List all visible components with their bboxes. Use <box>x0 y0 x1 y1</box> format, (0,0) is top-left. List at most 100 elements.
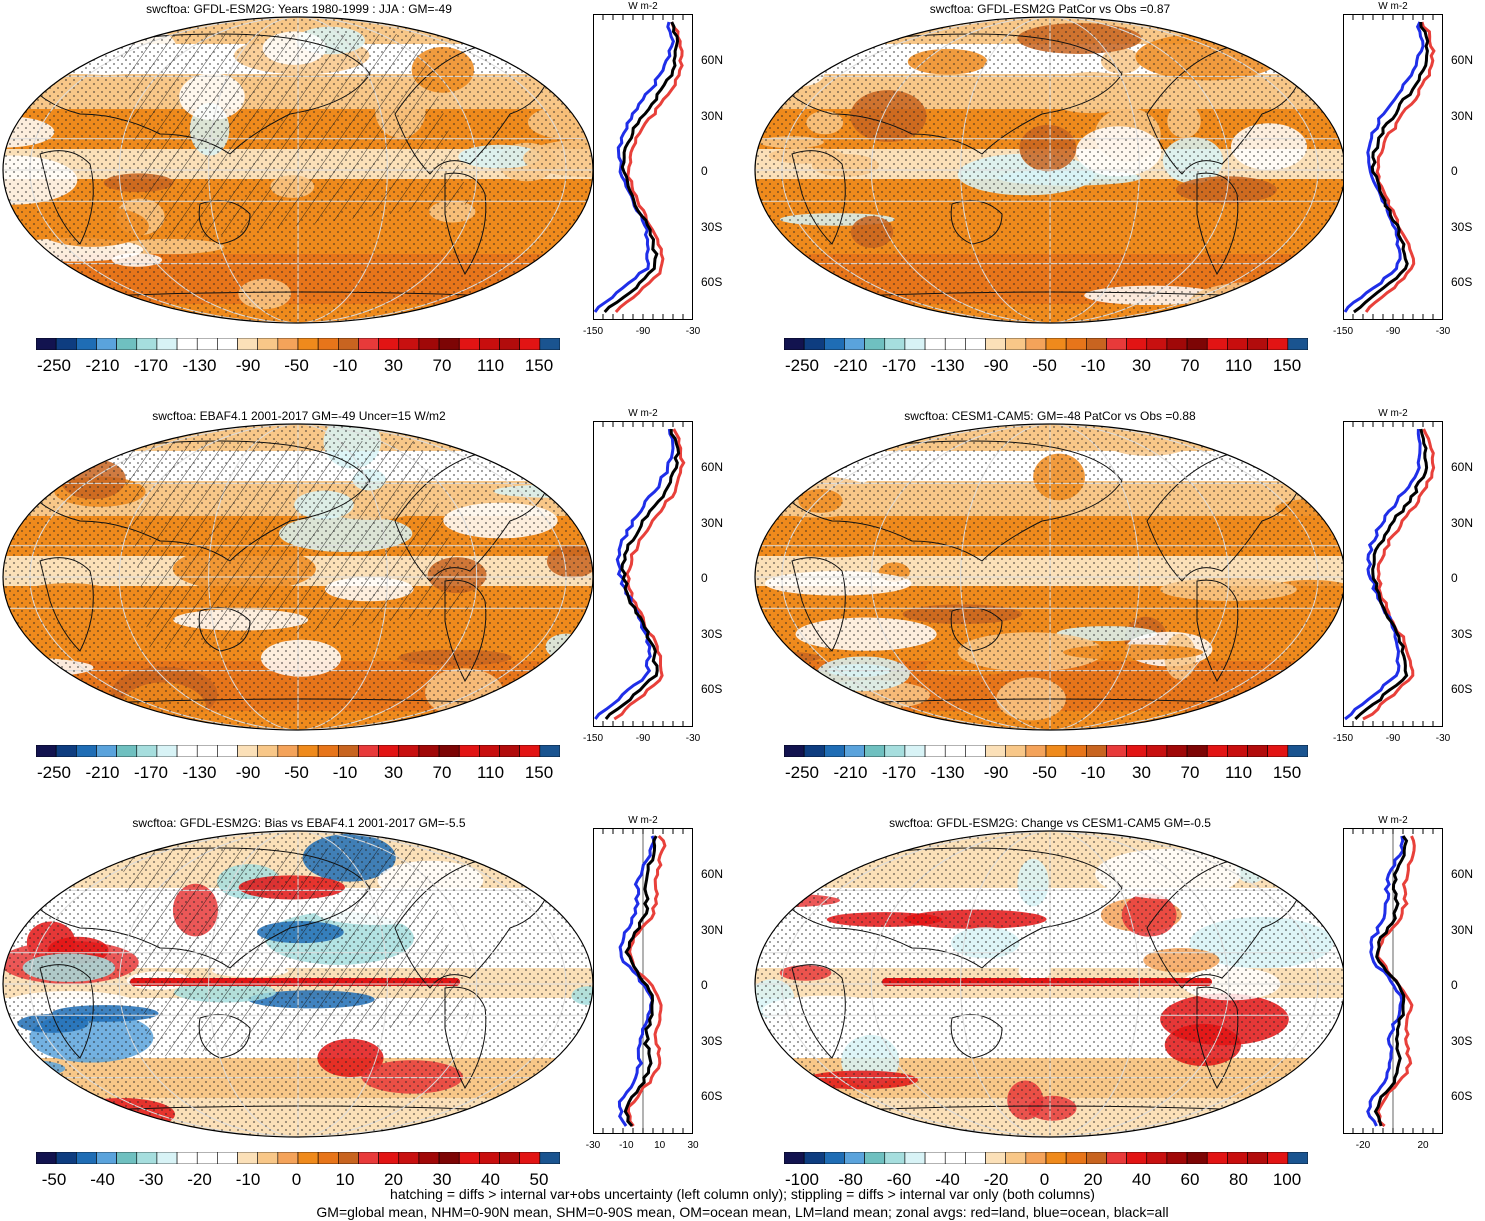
colorbar-label: -250 <box>36 356 72 375</box>
colorbar-swatch <box>196 745 218 757</box>
zonal-svg <box>593 421 693 727</box>
panel-title: swcftoa: GFDL-ESM2G: Bias vs EBAF4.1 200… <box>132 816 466 830</box>
colorbar-swatch <box>784 338 805 350</box>
colorbar-swatch <box>1045 1152 1067 1164</box>
zonal-ocean-line <box>1344 428 1422 721</box>
zonal-frame <box>593 421 693 727</box>
colorbar-swatch <box>803 338 825 350</box>
colorbar-swatch <box>1206 338 1228 350</box>
colorbar-label: 150 <box>524 356 554 375</box>
field-blob <box>1243 1098 1345 1120</box>
colorbar-label: 110 <box>476 356 505 375</box>
colorbar-swatch <box>378 745 400 757</box>
colorbar-swatch <box>418 338 440 350</box>
colorbar-label: 70 <box>1180 356 1200 375</box>
colorbar-label: -50 <box>284 356 309 375</box>
colorbar-swatch <box>924 338 946 350</box>
stippling <box>755 424 1345 730</box>
zonal-all-line <box>603 21 680 314</box>
colorbar-labels: -250 -210 -170 -130 -90 -50 -10 30 70 110 150 <box>36 763 560 787</box>
map-svg <box>2 830 594 1138</box>
field-blob <box>515 456 593 472</box>
zonal-x-tick-label: -90 <box>1385 326 1401 337</box>
colorbar-label: -90 <box>235 763 261 782</box>
colorbar-label: -250 <box>784 356 820 375</box>
field-blob <box>763 17 852 51</box>
colorbar-swatch <box>1025 745 1047 757</box>
colorbar-swatch <box>924 1152 946 1164</box>
colorbar-label: -170 <box>133 763 169 782</box>
colorbar-labels: -250 -210 -170 -130 -90 -50 -10 30 70 110 150 <box>36 356 560 380</box>
colorbar-swatch <box>965 338 986 350</box>
zonal-ocean-line <box>594 428 675 720</box>
colorbar: -100 -80 -60 -40 -20 0 20 40 60 80 100 <box>784 1152 1308 1189</box>
colorbar-label: 40 <box>1132 1170 1151 1189</box>
zonal-x-tick-label: 30 <box>687 1140 699 1151</box>
lat-label: 60S <box>1451 682 1473 696</box>
colorbar-label: -40 <box>935 1170 960 1189</box>
colorbar-swatch <box>398 1152 420 1164</box>
colorbar-swatch <box>1025 338 1047 350</box>
colorbar-label: -80 <box>838 1170 863 1189</box>
colorbar-swatch <box>864 338 886 350</box>
field-blob <box>1303 1053 1345 1094</box>
zonal-x-tick-label: -90 <box>635 733 651 744</box>
colorbar-swatch <box>358 745 379 757</box>
colorbar-labels: -250 -210 -170 -130 -90 -50 -10 30 70 110 150 <box>784 356 1308 380</box>
colorbar-swatch <box>479 745 500 757</box>
colorbar-swatch <box>96 745 117 757</box>
zonal-x-tick-label: -30 <box>685 326 701 337</box>
zonal-svg <box>1343 421 1443 727</box>
colorbar-swatch <box>55 338 77 350</box>
colorbar-swatch <box>116 745 138 757</box>
colorbar-swatch <box>985 338 1006 350</box>
colorbar-labels: -50 -40 -30 -20 -10 0 10 20 30 40 50 <box>36 1170 560 1194</box>
colorbar-swatch <box>539 745 560 757</box>
colorbar-label: -20 <box>187 1170 212 1189</box>
zonal-land-line <box>1364 21 1436 313</box>
colorbar-swatch <box>1227 338 1248 350</box>
colorbar-label: -90 <box>983 763 1009 782</box>
colorbar-label: 30 <box>384 356 403 375</box>
colorbar-labels: -250 -210 -170 -130 -90 -50 -10 30 70 110 150 <box>784 763 1308 787</box>
lat-label: 30S <box>1451 220 1473 234</box>
colorbar-label: -170 <box>133 356 169 375</box>
map-svg <box>2 16 594 324</box>
colorbar-swatch <box>1206 745 1228 757</box>
colorbar: -250 -210 -170 -130 -90 -50 -10 30 70 110 150 <box>784 745 1308 782</box>
colorbar-swatch <box>176 745 198 757</box>
colorbar-label: -130 <box>930 356 965 375</box>
colorbar-swatch <box>1106 745 1127 757</box>
colorbar-swatch <box>1086 745 1107 757</box>
colorbar-label: -30 <box>138 1170 164 1189</box>
zonal-unit-label: W m-2 <box>1378 1 1408 12</box>
colorbar-label: -130 <box>182 763 217 782</box>
colorbar-label: -210 <box>833 356 868 375</box>
colorbar-swatch <box>1005 338 1027 350</box>
colorbar-label: 10 <box>335 1170 355 1189</box>
colorbar-swatch <box>398 745 420 757</box>
colorbar-swatch <box>257 1152 279 1164</box>
colorbar-label: 60 <box>1180 1170 1200 1189</box>
colorbar-swatch <box>358 338 379 350</box>
colorbar-label: 0 <box>1039 1170 1050 1189</box>
colorbar-swatch <box>116 1152 138 1164</box>
zonal-x-tick-label: -90 <box>1385 733 1401 744</box>
robinson-map <box>752 14 1348 326</box>
zonal-land-line <box>614 21 684 314</box>
colorbar-swatch <box>539 1152 560 1164</box>
colorbar-swatch <box>1186 745 1208 757</box>
zonal-unit-label: W m-2 <box>628 408 658 419</box>
colorbar-swatch <box>458 745 480 757</box>
zonal-land-line <box>626 834 667 1127</box>
colorbar-label: -100 <box>784 1170 820 1189</box>
map-svg <box>754 830 1346 1138</box>
colorbar-swatch <box>55 1152 77 1164</box>
colorbar-swatch <box>338 338 359 350</box>
colorbar-label: 30 <box>384 763 403 782</box>
colorbar-swatch <box>176 1152 198 1164</box>
lat-label: 30S <box>1451 627 1473 641</box>
lat-label: 60S <box>1451 1089 1473 1103</box>
colorbar-swatch <box>1025 1152 1047 1164</box>
colorbar-swatch <box>1206 1152 1228 1164</box>
